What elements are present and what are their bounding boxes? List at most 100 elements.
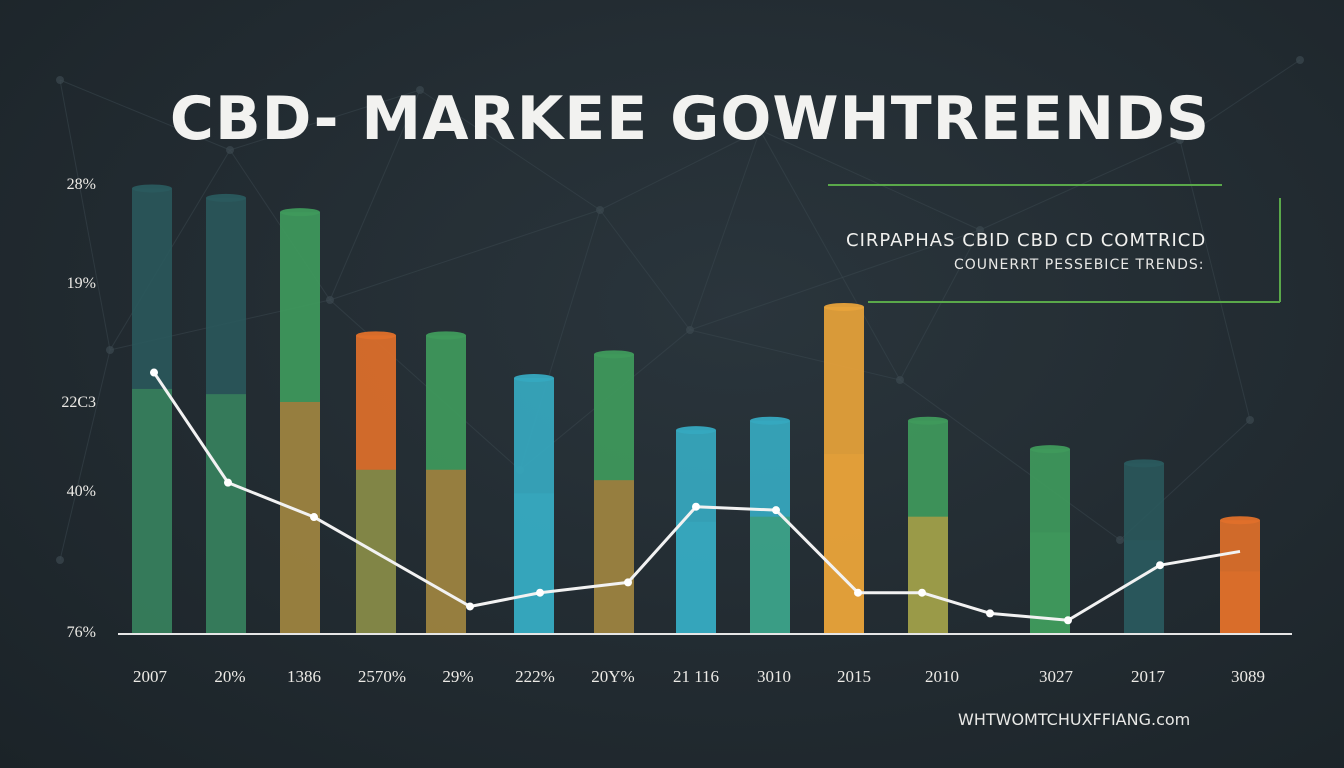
bar-highlight	[908, 516, 948, 634]
trend-point	[150, 368, 158, 377]
network-node	[1246, 416, 1254, 424]
network-line	[329, 299, 521, 471]
x-tick-label: 3089	[1231, 667, 1265, 686]
bar-cap	[594, 350, 634, 359]
bar-cap	[132, 184, 172, 193]
network-node	[686, 326, 694, 334]
network-line	[1179, 59, 1301, 141]
chart-title: CBD- MARKEE GOWHTREENDS	[169, 84, 1211, 154]
trend-point	[310, 513, 318, 522]
bar	[206, 193, 246, 635]
bar-cap	[1124, 459, 1164, 468]
bar-highlight	[1124, 540, 1164, 634]
x-tick-label: 222%	[515, 667, 555, 686]
trend-point	[1064, 616, 1072, 625]
bar	[280, 208, 320, 634]
bar-cap	[750, 416, 790, 425]
x-tick-label: 21 116	[672, 667, 720, 686]
trend-point	[224, 478, 232, 487]
bar-cap	[206, 193, 246, 202]
network-line	[689, 329, 901, 381]
trend-point	[986, 609, 994, 618]
bar	[1030, 445, 1070, 634]
trend-point	[1156, 561, 1164, 570]
bar-highlight	[514, 493, 554, 634]
x-tick-label: 2570%	[357, 667, 407, 686]
network-node	[896, 376, 904, 384]
legend-title: CIRPAPHAS CBID CBD CD COMTRICD	[846, 230, 1207, 251]
bar-highlight	[426, 469, 466, 634]
x-tick-label: 29%	[442, 667, 474, 686]
network-node	[596, 206, 604, 214]
network-line	[59, 79, 111, 351]
trend-point	[624, 578, 632, 587]
bar-highlight	[824, 454, 864, 634]
x-tick-label: 2010	[925, 667, 959, 686]
network-node	[226, 146, 234, 154]
x-tick-label: 20%	[214, 667, 246, 686]
network-line	[59, 349, 111, 561]
trend-point	[854, 588, 862, 597]
network-node	[1176, 136, 1184, 144]
bars-layer	[132, 184, 1260, 635]
trend-point	[536, 588, 544, 597]
network-line	[419, 89, 601, 211]
bar	[514, 374, 554, 634]
legend-frame	[828, 184, 1281, 303]
network-node	[56, 76, 64, 84]
trend-point	[466, 602, 474, 611]
bar-cap	[908, 416, 948, 425]
network-node	[976, 226, 984, 234]
bar-highlight	[676, 521, 716, 634]
bar-highlight	[1220, 571, 1260, 634]
x-tick-label: 3010	[757, 667, 791, 686]
network-node	[56, 556, 64, 564]
x-tick-label: 2007	[133, 667, 167, 686]
network-node	[1296, 56, 1304, 64]
bar-cap	[280, 208, 320, 217]
bar-cap	[514, 374, 554, 383]
bar	[908, 416, 948, 634]
bar	[750, 416, 790, 634]
network-line	[1179, 139, 1251, 421]
network-node	[1116, 536, 1124, 544]
network-node	[756, 126, 764, 134]
bar-highlight	[206, 394, 246, 634]
y-tick-label: 22C3	[61, 394, 96, 411]
network-line	[689, 229, 981, 331]
bar	[1124, 459, 1164, 634]
network-line	[229, 89, 421, 151]
network-line	[759, 129, 901, 381]
network-line	[599, 209, 691, 331]
x-tick-label: 1386	[287, 667, 321, 686]
network-line	[899, 229, 981, 381]
footer-url: WHTWOMTCHUXFFIANG.com	[958, 710, 1191, 729]
bar	[132, 184, 172, 634]
x-tick-label: 20Y%	[591, 667, 635, 686]
trend-line	[152, 371, 1241, 622]
network-line	[599, 129, 761, 211]
x-tick-label: 3027	[1039, 667, 1073, 686]
y-tick-label: 28%	[66, 176, 96, 193]
network-node	[326, 296, 334, 304]
network-line	[59, 79, 231, 151]
network-line	[759, 129, 981, 231]
bar-highlight	[594, 480, 634, 634]
network-line	[689, 129, 761, 331]
trend-point	[918, 588, 926, 597]
bar-cap	[426, 331, 466, 340]
x-tick-label: 2017	[1131, 667, 1165, 686]
y-tick-label: 40%	[66, 483, 96, 500]
y-tick-label: 19%	[66, 275, 96, 292]
trend-point	[692, 502, 700, 511]
trend-line-layer	[150, 368, 1241, 625]
bar-cap	[356, 331, 396, 340]
bar-cap	[824, 302, 864, 311]
bar	[594, 350, 634, 634]
network-line	[329, 89, 421, 301]
bar	[356, 331, 396, 634]
bar	[426, 331, 466, 634]
bar-cap	[1220, 516, 1260, 525]
